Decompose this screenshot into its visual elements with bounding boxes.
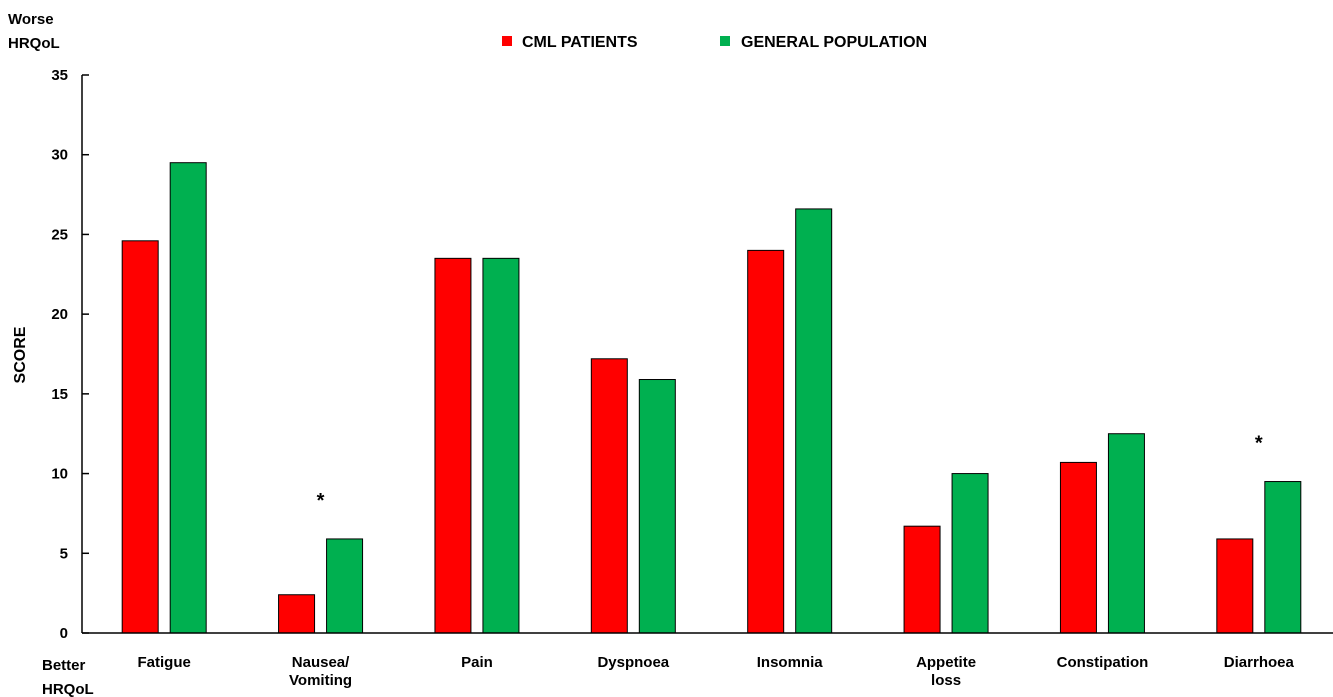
legend-swatch-cml [502, 36, 512, 46]
x-tick-label: Diarrhoea [1224, 654, 1295, 671]
legend-label-general: GENERAL POPULATION [741, 34, 927, 51]
x-tick-label: Fatigue [138, 654, 191, 671]
legend-label-cml: CML PATIENTS [522, 34, 638, 51]
y-tick-label: 0 [60, 625, 68, 642]
legend: CML PATIENTS GENERAL POPULATION [502, 34, 927, 51]
y-axis: 0 5 10 15 20 25 30 35 [51, 67, 89, 642]
bar-general-population [951, 473, 989, 634]
legend-swatch-general [720, 36, 730, 46]
x-tick-label: Vomiting [289, 672, 352, 689]
annotations: ** [317, 433, 1263, 512]
bar-general-population [169, 162, 207, 634]
bar-cml-patients [590, 358, 628, 634]
y-tick-label: 10 [51, 466, 68, 483]
top-note-line-2: HRQoL [8, 35, 60, 52]
y-tick-label: 15 [51, 386, 68, 403]
y-tick-label: 35 [51, 67, 68, 84]
bar-cml-patients [1059, 461, 1097, 634]
top-note-line-1: Worse [8, 11, 54, 28]
bar-general-population [1107, 433, 1145, 634]
x-tick-label: Pain [461, 654, 493, 671]
x-tick-label: Insomnia [757, 654, 824, 671]
bar-cml-patients [434, 257, 472, 634]
bars [121, 162, 1302, 634]
bottom-note-line-1: Better [42, 657, 86, 674]
x-tick-label: Dyspnoea [597, 654, 669, 671]
bar-cml-patients [278, 594, 316, 634]
bar-general-population [795, 208, 833, 634]
bar-cml-patients [903, 525, 941, 634]
bar-general-population [326, 538, 364, 634]
bar-cml-patients [747, 249, 785, 634]
y-tick-label: 20 [51, 306, 68, 323]
bar-general-population [482, 257, 520, 634]
y-axis-label: SCORE [12, 326, 29, 383]
bottom-note-line-2: HRQoL [42, 681, 94, 697]
y-tick-label: 30 [51, 147, 68, 164]
significance-asterisk: * [1255, 433, 1263, 455]
x-tick-label: Nausea/ [292, 654, 350, 671]
bar-general-population [1264, 481, 1302, 634]
bar-general-population [638, 379, 676, 634]
bar-cml-patients [1216, 538, 1254, 634]
bar-cml-patients [121, 240, 159, 634]
y-tick-label: 5 [60, 545, 68, 562]
x-tick-label: Appetite [916, 654, 976, 671]
x-axis: Fatigue Nausea/Vomiting Pain Dyspnoea Insomn… [82, 632, 1333, 689]
significance-asterisk: * [317, 490, 325, 512]
y-tick-label: 25 [51, 226, 68, 243]
x-tick-label: loss [931, 672, 961, 689]
x-tick-label: Constipation [1057, 654, 1149, 671]
